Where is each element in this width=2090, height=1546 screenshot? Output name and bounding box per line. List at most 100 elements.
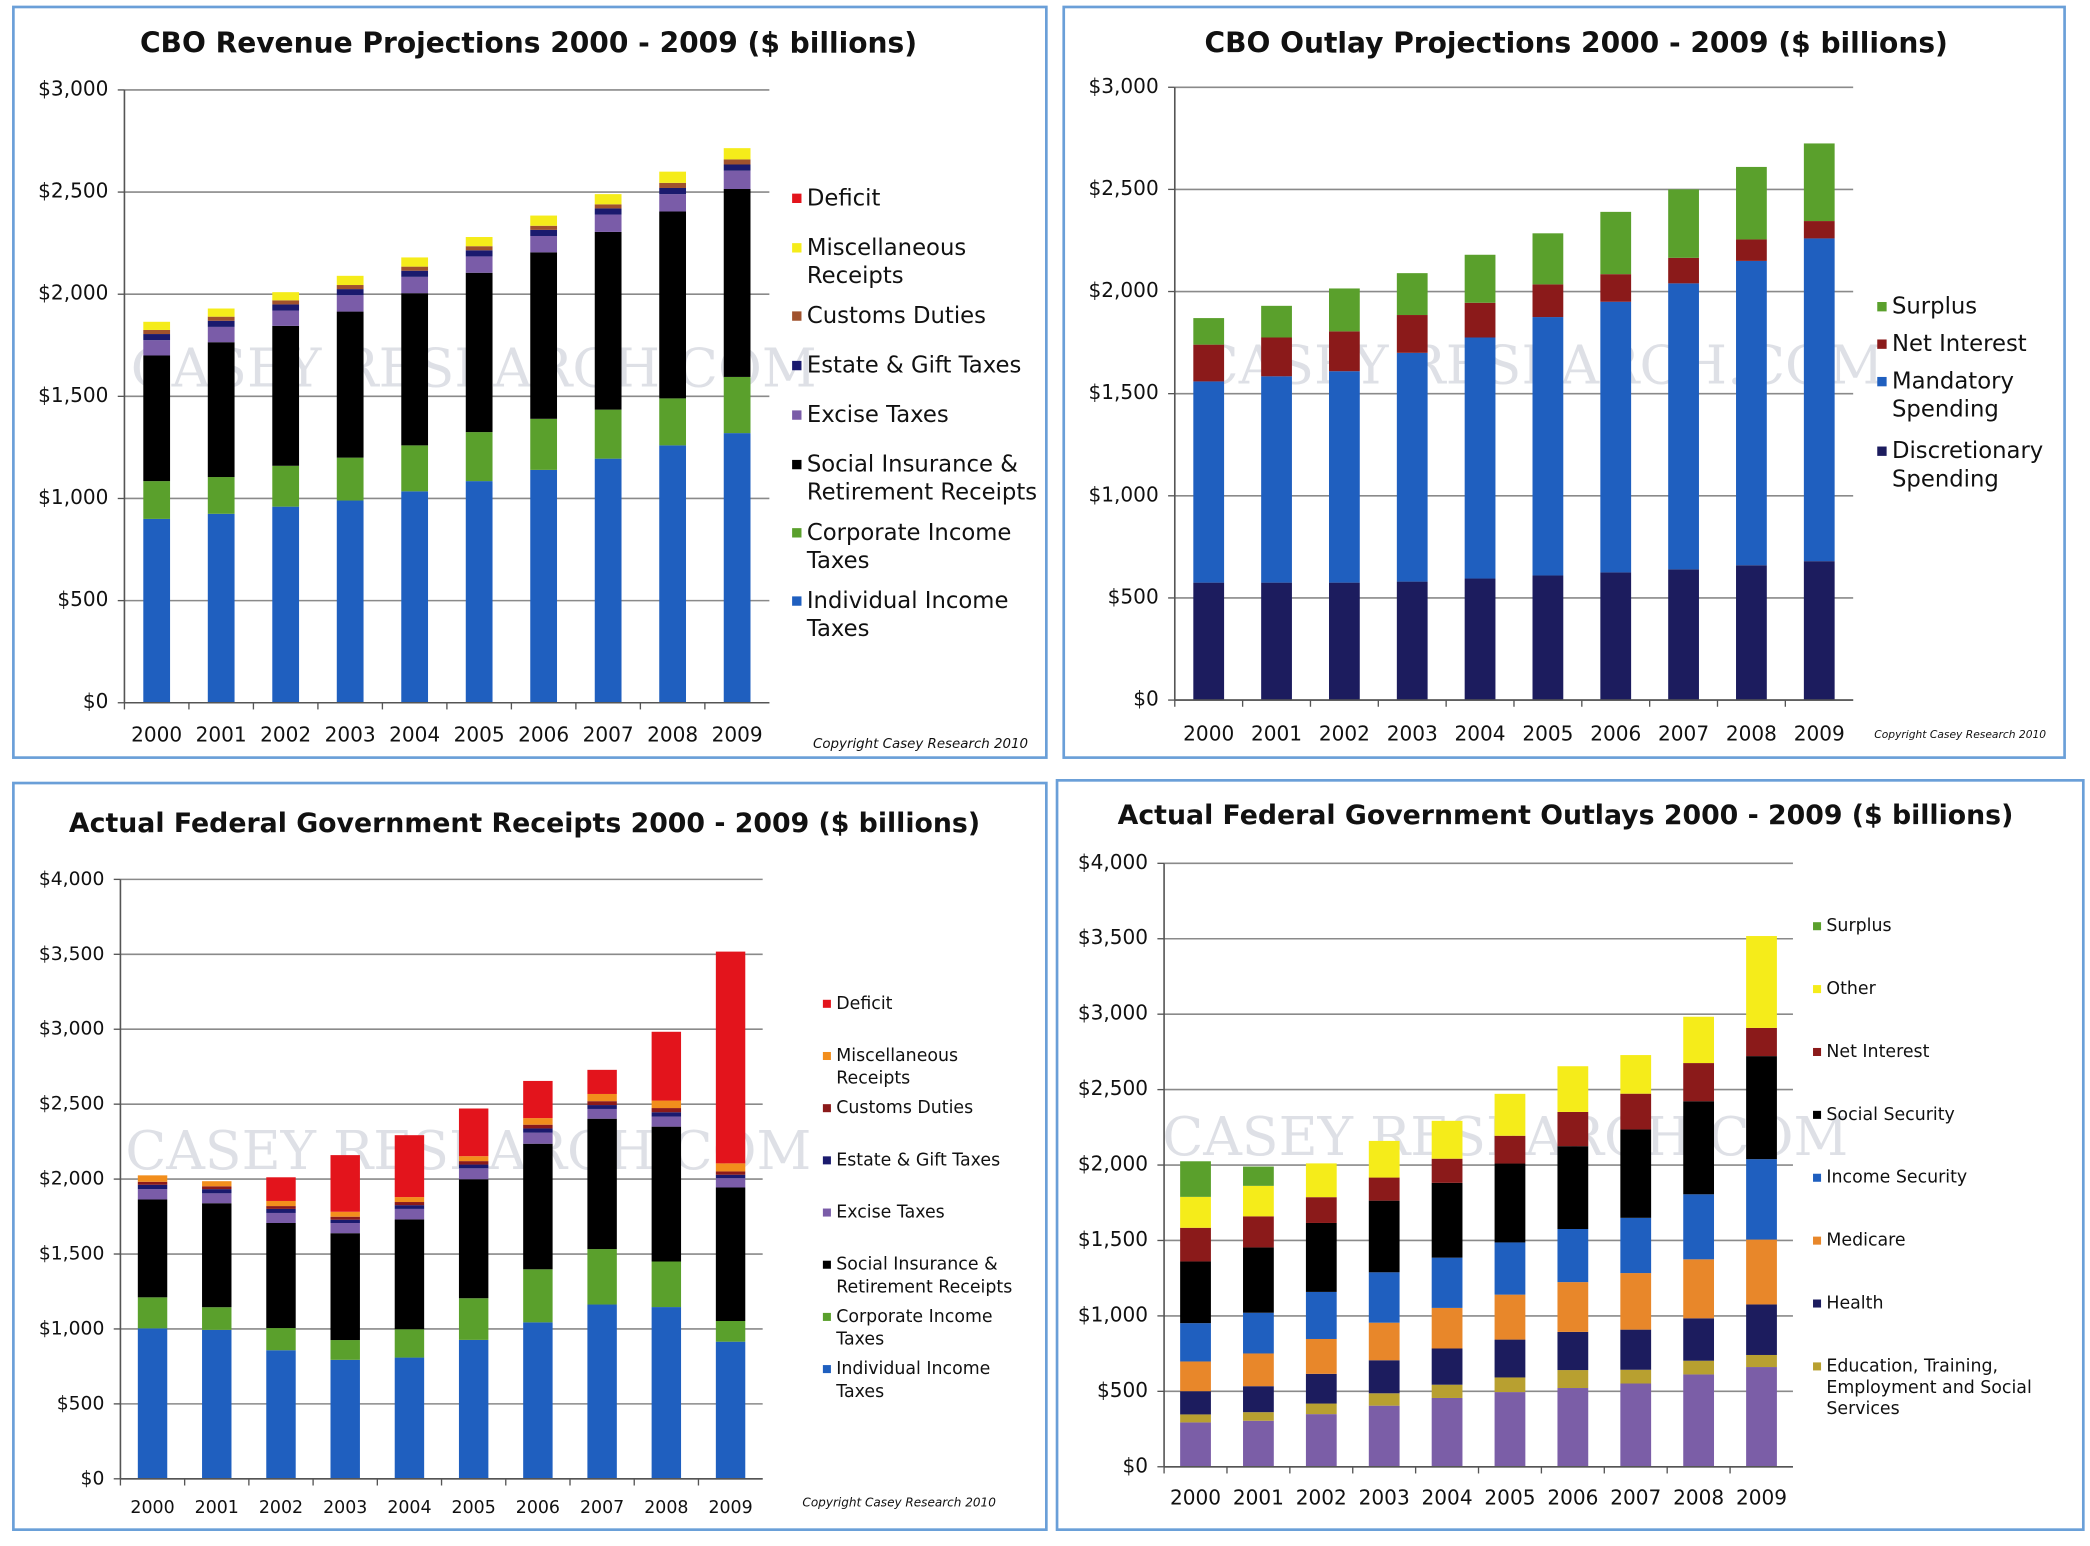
legend-swatch <box>1877 339 1887 349</box>
bar-segment <box>266 1223 296 1329</box>
bar-segment <box>1620 1093 1652 1130</box>
legend-label: Corporate Income Taxes <box>806 519 1012 573</box>
bar-segment <box>587 1249 617 1305</box>
bar-segment <box>330 1219 360 1224</box>
bar-segment <box>1243 1353 1274 1387</box>
bar-segment <box>401 293 429 446</box>
bar-segment <box>465 272 493 433</box>
bar-segment <box>1368 1272 1400 1323</box>
bar-segment <box>1328 582 1360 701</box>
bar-segment <box>594 194 622 205</box>
bar-segment <box>651 1307 682 1479</box>
bar-segment <box>465 432 493 482</box>
x-tick-label: 2002 <box>1296 1485 1347 1509</box>
bar-segment <box>266 1350 296 1479</box>
bar-segment <box>715 1163 746 1172</box>
bar-segment <box>1368 1322 1400 1361</box>
bar-segment <box>1368 1140 1400 1178</box>
legend-swatch <box>822 1312 831 1321</box>
legend-label: Discretionary Spending <box>1892 438 2043 492</box>
bar-segment <box>394 1205 425 1209</box>
bar-segment <box>1180 1196 1211 1228</box>
bar-segment <box>1243 1386 1274 1413</box>
bar-segment <box>458 1168 489 1180</box>
bar-segment <box>1464 578 1496 701</box>
x-tick-label: 2008 <box>1726 721 1777 745</box>
x-tick-label: 2009 <box>1736 1485 1787 1509</box>
copyright: Copyright Casey Research 2010 <box>1874 728 2046 741</box>
bar-segment <box>523 1128 553 1133</box>
bar-segment <box>143 334 171 341</box>
bar-segment <box>1620 1329 1652 1370</box>
x-tick-label: 2008 <box>647 723 698 747</box>
bar-segment <box>723 189 751 377</box>
legend-label: Social Insurance & Retirement Receipts <box>836 1255 1012 1298</box>
bar-segment <box>1532 233 1564 285</box>
bar-segment <box>458 1108 489 1157</box>
bar-segment <box>1746 936 1777 1028</box>
bar-segment <box>651 1108 682 1113</box>
bar-segment <box>394 1197 425 1203</box>
copyright: Copyright Casey Research 2010 <box>802 1495 996 1509</box>
bar-segment <box>1683 1360 1715 1375</box>
legend-swatch <box>792 243 802 253</box>
bar-segment <box>651 1116 682 1127</box>
x-tick-label: 2000 <box>1170 1485 1221 1509</box>
bar-segment <box>594 214 622 232</box>
legend-swatch <box>1813 1362 1822 1371</box>
bar-segment <box>1620 1217 1652 1274</box>
bar-segment <box>207 477 235 514</box>
legend-label: Excise Taxes <box>807 402 949 428</box>
bar-segment <box>1193 344 1225 382</box>
bar-segment <box>458 1298 489 1340</box>
bar-segment <box>1431 1120 1463 1159</box>
bar-segment <box>207 308 235 317</box>
legend-swatch <box>1813 985 1822 994</box>
y-tick-label: $1,500 <box>38 383 108 407</box>
bar-segment <box>1736 565 1767 701</box>
x-tick-label: 2007 <box>583 723 634 747</box>
bar-segment <box>336 295 364 312</box>
bar-segment <box>202 1181 232 1187</box>
bar-segment <box>1746 1056 1777 1160</box>
x-tick-label: 2006 <box>1547 1485 1598 1509</box>
legend-label: Individual Income Taxes <box>835 1359 990 1402</box>
bar-segment <box>1180 1227 1211 1262</box>
bar-segment <box>1180 1361 1211 1392</box>
bar-segment <box>1746 1367 1777 1467</box>
legend-label: Net Interest <box>1826 1042 1929 1062</box>
bar-segment <box>1180 1422 1211 1467</box>
bar-segment <box>1803 221 1835 239</box>
bar-segment <box>401 445 429 492</box>
legend-label: Education, Training, Employment and Socia… <box>1826 1356 2031 1419</box>
legend-label: Medicare <box>1826 1231 1905 1251</box>
bar-segment <box>1396 352 1428 582</box>
bar-segment <box>1683 1374 1715 1467</box>
bar-segment <box>1243 1312 1274 1354</box>
bar-segment <box>1261 305 1292 338</box>
bar-segment <box>659 211 687 399</box>
bar-segment <box>1494 1135 1526 1164</box>
bar-segment <box>272 506 300 703</box>
bar-segment <box>659 445 687 703</box>
x-tick-label: 2008 <box>644 1498 688 1518</box>
legend-label: Estate & Gift Taxes <box>836 1150 1000 1170</box>
bar-segment <box>1620 1369 1652 1384</box>
bar-segment <box>1243 1166 1274 1186</box>
y-tick-label: $2,000 <box>38 281 108 305</box>
bar-segment <box>394 1135 425 1198</box>
legend-swatch <box>822 1260 831 1269</box>
legend-swatch <box>792 459 802 470</box>
bar-segment <box>1668 569 1699 701</box>
legend-swatch <box>792 311 802 321</box>
bar-segment <box>330 1359 360 1479</box>
x-tick-label: 2005 <box>452 1498 496 1518</box>
bar-segment <box>1557 1388 1589 1467</box>
bar-segment <box>207 316 235 321</box>
bar-segment <box>1305 1373 1337 1404</box>
bar-segment <box>1243 1185 1274 1217</box>
bar-segment <box>530 225 558 230</box>
bar-segment <box>1746 1304 1777 1355</box>
bar-segment <box>1494 1093 1526 1136</box>
bar-segment <box>202 1189 232 1194</box>
